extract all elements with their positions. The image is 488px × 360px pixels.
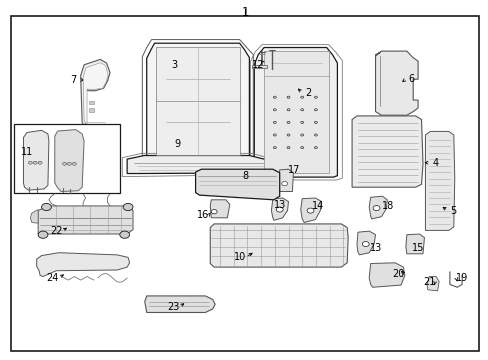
- Text: 8: 8: [242, 171, 248, 181]
- Text: 12: 12: [251, 60, 264, 70]
- Circle shape: [273, 96, 276, 98]
- Text: 24: 24: [46, 273, 59, 283]
- Circle shape: [300, 147, 303, 149]
- Text: 4: 4: [431, 158, 437, 168]
- Polygon shape: [210, 200, 229, 218]
- Polygon shape: [368, 196, 386, 219]
- Circle shape: [314, 121, 317, 123]
- Polygon shape: [300, 198, 321, 222]
- Text: 3: 3: [171, 60, 177, 70]
- Polygon shape: [254, 48, 337, 177]
- Circle shape: [286, 147, 289, 149]
- Text: 1: 1: [241, 6, 249, 19]
- Circle shape: [300, 109, 303, 111]
- Text: 15: 15: [411, 243, 424, 253]
- Circle shape: [300, 96, 303, 98]
- Polygon shape: [146, 43, 249, 160]
- Circle shape: [273, 109, 276, 111]
- Text: 13: 13: [273, 200, 285, 210]
- Circle shape: [306, 208, 313, 213]
- Text: 23: 23: [167, 302, 180, 312]
- Circle shape: [314, 96, 317, 98]
- Polygon shape: [264, 51, 328, 173]
- Text: 14: 14: [311, 201, 324, 211]
- Polygon shape: [37, 253, 129, 276]
- Polygon shape: [81, 59, 110, 129]
- Polygon shape: [425, 131, 454, 230]
- Circle shape: [273, 121, 276, 123]
- Polygon shape: [195, 169, 279, 200]
- Bar: [14, 124, 120, 193]
- Circle shape: [38, 231, 48, 238]
- Circle shape: [62, 162, 66, 165]
- Polygon shape: [127, 156, 272, 174]
- Circle shape: [273, 147, 276, 149]
- Polygon shape: [89, 101, 94, 104]
- Text: 16: 16: [196, 210, 209, 220]
- Text: 5: 5: [450, 206, 456, 216]
- Polygon shape: [23, 130, 49, 190]
- Circle shape: [276, 207, 283, 212]
- Circle shape: [300, 134, 303, 136]
- Polygon shape: [83, 63, 108, 126]
- Circle shape: [67, 162, 71, 165]
- Circle shape: [362, 242, 368, 247]
- Polygon shape: [155, 47, 239, 155]
- Circle shape: [300, 121, 303, 123]
- Circle shape: [72, 162, 76, 165]
- Text: 11: 11: [20, 147, 33, 157]
- Circle shape: [38, 161, 42, 164]
- Circle shape: [286, 109, 289, 111]
- Circle shape: [120, 231, 129, 238]
- Polygon shape: [405, 234, 424, 254]
- Polygon shape: [375, 51, 417, 115]
- Polygon shape: [55, 130, 84, 192]
- Circle shape: [286, 96, 289, 98]
- Polygon shape: [271, 198, 288, 220]
- Polygon shape: [356, 231, 375, 255]
- Circle shape: [314, 147, 317, 149]
- Circle shape: [314, 109, 317, 111]
- Polygon shape: [210, 224, 347, 267]
- Polygon shape: [144, 296, 215, 312]
- Circle shape: [273, 134, 276, 136]
- Circle shape: [28, 161, 32, 164]
- Circle shape: [314, 134, 317, 136]
- Text: 21: 21: [422, 276, 435, 287]
- Polygon shape: [426, 276, 438, 291]
- Text: 17: 17: [287, 165, 300, 175]
- Text: 10: 10: [233, 252, 245, 262]
- Circle shape: [123, 203, 133, 211]
- Polygon shape: [368, 263, 404, 287]
- Polygon shape: [251, 65, 266, 68]
- Polygon shape: [30, 210, 38, 223]
- Circle shape: [211, 210, 217, 214]
- Circle shape: [33, 161, 37, 164]
- Text: 19: 19: [455, 273, 468, 283]
- Text: 9: 9: [174, 139, 180, 149]
- Circle shape: [281, 181, 287, 186]
- Circle shape: [372, 206, 379, 211]
- Circle shape: [286, 134, 289, 136]
- Text: 22: 22: [50, 226, 62, 236]
- Text: 18: 18: [381, 201, 394, 211]
- Circle shape: [286, 121, 289, 123]
- Text: 2: 2: [305, 88, 310, 98]
- Text: 13: 13: [369, 243, 382, 253]
- Text: 20: 20: [391, 269, 404, 279]
- Polygon shape: [278, 169, 293, 192]
- Text: 6: 6: [408, 74, 414, 84]
- Polygon shape: [38, 206, 133, 234]
- Polygon shape: [351, 116, 422, 187]
- Text: 7: 7: [70, 75, 76, 85]
- Circle shape: [41, 203, 51, 211]
- Polygon shape: [89, 108, 94, 112]
